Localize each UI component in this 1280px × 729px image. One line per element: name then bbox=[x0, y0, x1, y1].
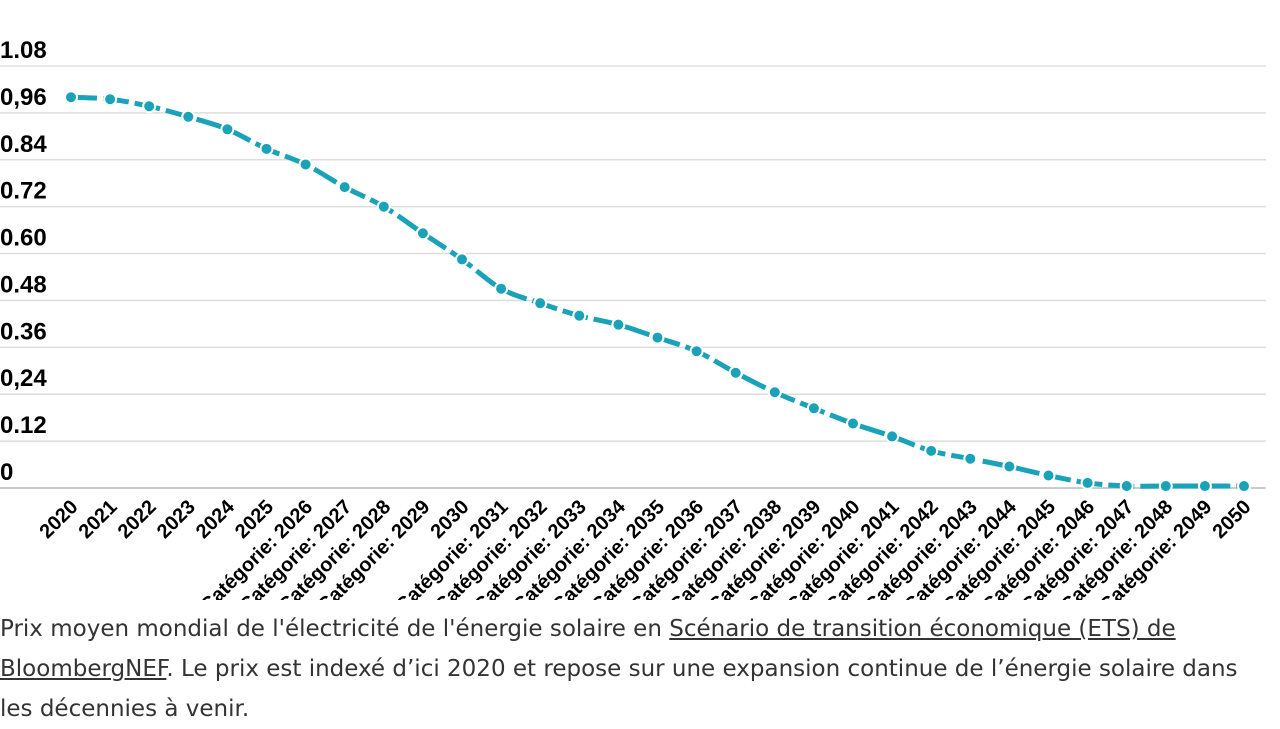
data-point[interactable] bbox=[298, 157, 313, 172]
data-point[interactable] bbox=[572, 308, 587, 323]
data-point[interactable] bbox=[415, 226, 430, 241]
data-point[interactable] bbox=[650, 330, 665, 345]
data-point[interactable] bbox=[533, 296, 548, 311]
data-point[interactable] bbox=[846, 416, 860, 431]
x-tick-label: 2022 bbox=[114, 496, 161, 543]
y-tick-label: 0.84 bbox=[0, 131, 47, 158]
gridlines bbox=[0, 65, 1266, 489]
caption-text-start: Prix moyen mondial de l'électricité de l… bbox=[0, 616, 670, 642]
data-point[interactable] bbox=[611, 317, 626, 332]
ets-scenario-link[interactable]: Scénario de transition économique (ETS) … bbox=[0, 616, 1176, 682]
chart-caption: Prix moyen mondial de l'électricité de l… bbox=[0, 609, 1250, 729]
data-point[interactable] bbox=[1158, 479, 1173, 494]
x-tick-label: 2024 bbox=[192, 495, 240, 543]
data-points bbox=[64, 90, 1251, 494]
y-axis-ticks: 1.08 0,96 0.84 0.72 0.60 0.48 0.36 0,24 0.12 0 bbox=[0, 37, 47, 486]
data-point[interactable] bbox=[337, 180, 352, 195]
x-tick-label: 2023 bbox=[153, 496, 200, 543]
data-point[interactable] bbox=[1119, 479, 1134, 494]
data-point[interactable] bbox=[728, 365, 743, 380]
data-point[interactable] bbox=[376, 199, 391, 214]
y-tick-label: 0.60 bbox=[0, 225, 47, 252]
data-point[interactable] bbox=[1041, 468, 1056, 483]
data-point[interactable] bbox=[220, 122, 235, 137]
data-point[interactable] bbox=[494, 281, 509, 296]
data-point[interactable] bbox=[181, 109, 196, 124]
x-tick-label: 2021 bbox=[75, 496, 122, 543]
data-point[interactable] bbox=[1080, 475, 1095, 490]
data-point[interactable] bbox=[259, 141, 274, 156]
y-tick-label: 0,96 bbox=[0, 84, 47, 111]
y-tick-label: 0,24 bbox=[0, 365, 47, 392]
data-point[interactable] bbox=[963, 451, 978, 466]
caption-text-end: . Le prix est indexé d’ici 2020 et repos… bbox=[0, 656, 1238, 722]
y-tick-label: 0.36 bbox=[0, 318, 47, 345]
data-point[interactable] bbox=[455, 252, 469, 267]
data-point[interactable] bbox=[885, 429, 900, 444]
y-tick-label: 0 bbox=[0, 459, 13, 486]
y-tick-label: 0.72 bbox=[0, 178, 47, 205]
data-point[interactable] bbox=[1002, 459, 1017, 474]
line-chart: 1.08 0,96 0.84 0.72 0.60 0.48 0.36 0,24 0.12 0 20… bbox=[0, 37, 1266, 600]
series-line bbox=[70, 94, 1244, 489]
y-tick-label: 0.48 bbox=[0, 271, 47, 298]
data-point[interactable] bbox=[806, 401, 821, 416]
data-point[interactable] bbox=[924, 443, 939, 458]
data-point[interactable] bbox=[767, 385, 782, 400]
data-point[interactable] bbox=[1237, 479, 1251, 494]
data-point[interactable] bbox=[64, 90, 78, 105]
data-point[interactable] bbox=[103, 92, 118, 107]
data-point[interactable] bbox=[689, 344, 704, 359]
x-tick-label: 2020 bbox=[36, 496, 83, 543]
y-tick-label: 1.08 bbox=[0, 37, 47, 64]
y-tick-label: 0.12 bbox=[0, 412, 47, 439]
data-point[interactable] bbox=[142, 99, 157, 114]
x-tick-label: 2050 bbox=[1209, 496, 1256, 543]
data-point[interactable] bbox=[1197, 479, 1212, 494]
